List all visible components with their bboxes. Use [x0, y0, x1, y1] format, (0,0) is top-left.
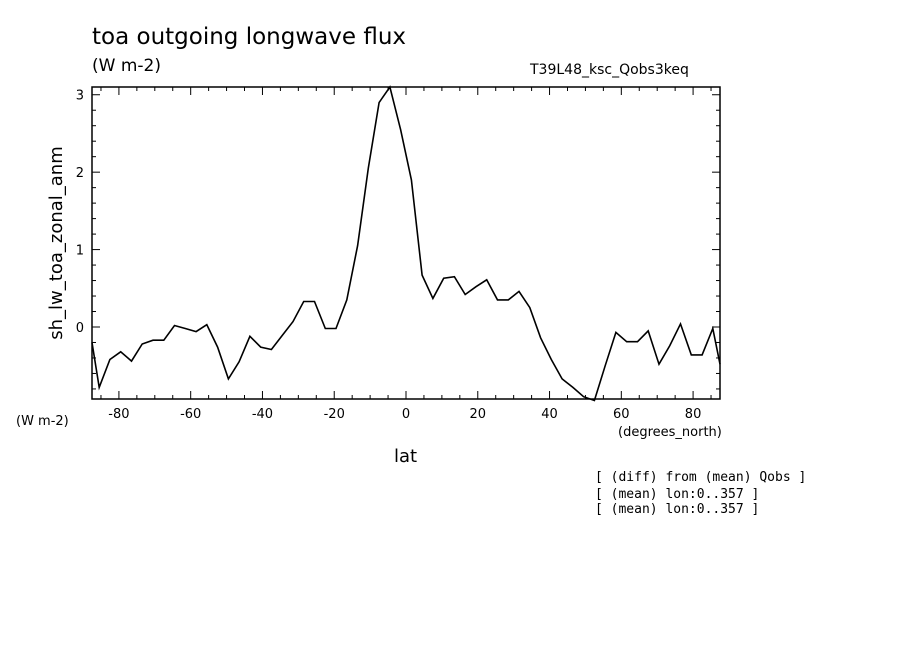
x-tick-label: 40	[541, 407, 558, 422]
x-tick-label: 80	[685, 407, 702, 422]
x-axis-units: (degrees_north)	[618, 425, 722, 440]
y-tick-label: 2	[76, 166, 84, 181]
y-axis-units: (W m-2)	[16, 414, 69, 429]
plot-frame	[91, 86, 721, 400]
data-series-line	[91, 85, 721, 402]
run-label: T39L48_ksc_Qobs3keq	[530, 62, 689, 78]
y-tick-label: 3	[76, 89, 84, 104]
x-tick-label: -40	[252, 407, 273, 422]
axis-ticks	[92, 87, 720, 399]
note-line-3: [ (mean) lon:0..357 ]	[595, 502, 760, 517]
y-tick-label: 0	[76, 321, 84, 336]
note-line-1: [ (diff) from (mean) Qobs ]	[595, 470, 807, 485]
chart-title: toa outgoing longwave flux	[92, 24, 407, 50]
chart-units-label: (W m-2)	[92, 56, 161, 76]
x-tick-label: -20	[324, 407, 345, 422]
note-line-2: [ (mean) lon:0..357 ]	[595, 487, 760, 502]
x-tick-label: -60	[180, 407, 201, 422]
x-tick-label: 60	[613, 407, 630, 422]
y-tick-label: 1	[76, 244, 84, 259]
tick-labels: -80 -60 -40 -20 0 20 40 60 80 0 1 2 3	[76, 89, 702, 422]
x-axis-label: lat	[394, 446, 418, 467]
x-tick-label: 0	[402, 407, 410, 422]
x-tick-label: 20	[469, 407, 486, 422]
x-tick-label: -80	[108, 407, 129, 422]
